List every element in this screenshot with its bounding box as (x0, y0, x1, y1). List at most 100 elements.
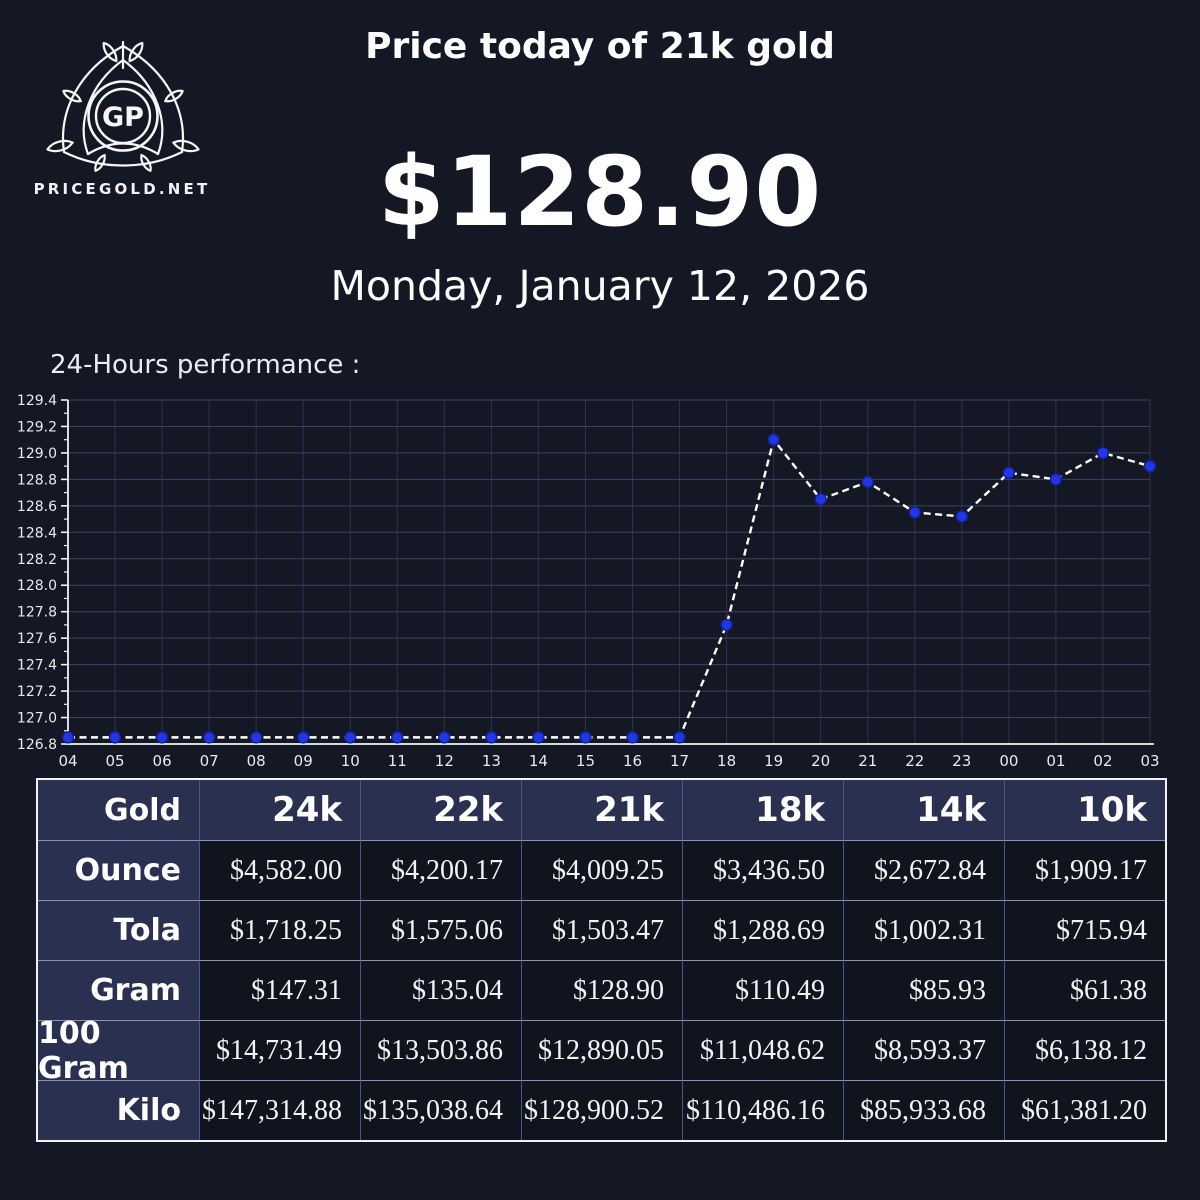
table-value-cell: $85.93 (843, 960, 1004, 1020)
svg-text:16: 16 (623, 752, 642, 770)
data-point (767, 433, 780, 446)
table-value-cell: $715.94 (1004, 900, 1165, 960)
svg-text:128.2: 128.2 (17, 552, 57, 568)
svg-text:12: 12 (435, 752, 454, 770)
table-value-cell: $11,048.62 (682, 1020, 843, 1080)
data-point (202, 731, 216, 744)
svg-text:22: 22 (905, 752, 924, 770)
data-point (908, 506, 921, 519)
svg-text:127.2: 127.2 (17, 684, 57, 700)
pricegold-logo-icon: GP (46, 40, 200, 172)
table-row-label: 100 Gram (38, 1016, 199, 1086)
table-header-cell: 22k (360, 780, 521, 840)
data-point (249, 731, 263, 744)
svg-text:127.6: 127.6 (17, 631, 57, 647)
table-row-label: Ounce (38, 840, 199, 900)
table-value-cell: $61,381.20 (1004, 1080, 1165, 1140)
svg-text:00: 00 (999, 752, 1018, 770)
table-corner-label: Gold (38, 780, 199, 840)
svg-text:21: 21 (858, 752, 877, 770)
data-point (391, 731, 404, 744)
svg-text:14: 14 (529, 752, 548, 770)
table-row-label: Tola (38, 900, 199, 960)
logo-monogram: GP (102, 102, 144, 133)
data-point (1049, 473, 1063, 486)
table-value-cell: $147,314.88 (199, 1080, 360, 1140)
data-point (1096, 446, 1110, 460)
svg-text:01: 01 (1046, 752, 1065, 770)
data-point (1002, 466, 1016, 479)
table-value-cell: $128.90 (521, 960, 682, 1020)
table-value-cell: $4,200.17 (360, 840, 521, 900)
table-value-cell: $1,909.17 (1004, 840, 1165, 900)
price-date: Monday, January 12, 2026 (330, 262, 870, 310)
table-value-cell: $1,575.06 (360, 900, 521, 960)
table-value-cell: $8,593.37 (843, 1020, 1004, 1080)
table-value-cell: $14,731.49 (199, 1020, 360, 1080)
svg-text:05: 05 (105, 752, 124, 770)
table-header-cell: 21k (521, 780, 682, 840)
svg-text:13: 13 (482, 752, 501, 770)
svg-text:07: 07 (200, 752, 219, 770)
data-point (814, 493, 827, 506)
data-point (155, 731, 169, 744)
table-value-cell: $1,288.69 (682, 900, 843, 960)
svg-text:11: 11 (388, 752, 407, 770)
svg-text:04: 04 (58, 752, 77, 770)
table-header-cell: 18k (682, 780, 843, 840)
data-point (955, 510, 969, 523)
data-point (579, 731, 592, 744)
table-value-cell: $13,503.86 (360, 1020, 521, 1080)
table-value-cell: $4,582.00 (199, 840, 360, 900)
svg-text:128.4: 128.4 (17, 525, 57, 541)
table-value-cell: $6,138.12 (1004, 1020, 1165, 1080)
data-point (861, 475, 874, 489)
table-value-cell: $3,436.50 (682, 840, 843, 900)
table-value-cell: $110,486.16 (682, 1080, 843, 1140)
table-value-cell: $135.04 (360, 960, 521, 1020)
page-title: Price today of 21k gold (365, 26, 835, 67)
svg-text:129.2: 129.2 (17, 419, 57, 435)
svg-text:128.6: 128.6 (17, 499, 57, 515)
chart-heading: 24-Hours performance : (50, 350, 361, 380)
data-point (626, 731, 639, 744)
table-value-cell: $61.38 (1004, 960, 1165, 1020)
svg-text:09: 09 (294, 752, 313, 770)
svg-text:17: 17 (670, 752, 689, 770)
table-header-cell: 10k (1004, 780, 1165, 840)
performance-chart: 126.8 127.0 127.2 127.4 127.6 127.8 128.0 128.2… (17, 393, 1160, 770)
svg-text:128.0: 128.0 (17, 578, 57, 594)
data-point (344, 731, 357, 744)
table-value-cell: $2,672.84 (843, 840, 1004, 900)
data-point (485, 731, 498, 744)
table-value-cell: $1,002.31 (843, 900, 1004, 960)
svg-text:127.8: 127.8 (17, 605, 57, 621)
svg-text:10: 10 (341, 752, 360, 770)
table-header-cell: 14k (843, 780, 1004, 840)
svg-text:06: 06 (153, 752, 172, 770)
svg-text:129.0: 129.0 (17, 446, 57, 462)
data-point (673, 731, 686, 744)
data-point (1143, 459, 1157, 473)
price-table: Gold 24k 22k 21k 18k 14k 10k Ounce $4,582.00 $4,2… (36, 778, 1167, 1142)
table-value-cell: $85,933.68 (843, 1080, 1004, 1140)
data-point (61, 731, 75, 744)
table-value-cell: $1,503.47 (521, 900, 682, 960)
svg-text:128.8: 128.8 (17, 472, 57, 488)
svg-text:03: 03 (1140, 752, 1159, 770)
table-value-cell: $147.31 (199, 960, 360, 1020)
table-value-cell: $1,718.25 (199, 900, 360, 960)
svg-text:23: 23 (952, 752, 971, 770)
svg-text:15: 15 (576, 752, 595, 770)
svg-text:02: 02 (1093, 752, 1112, 770)
price-value: $128.90 (377, 136, 823, 248)
data-point (438, 731, 451, 744)
data-point (297, 731, 310, 744)
data-point (720, 618, 733, 632)
svg-text:127.0: 127.0 (17, 711, 57, 727)
svg-text:126.8: 126.8 (17, 737, 57, 753)
data-point (108, 731, 122, 744)
svg-text:19: 19 (764, 752, 783, 770)
pricegold-logo: GP (38, 30, 208, 200)
svg-text:127.4: 127.4 (17, 658, 57, 674)
